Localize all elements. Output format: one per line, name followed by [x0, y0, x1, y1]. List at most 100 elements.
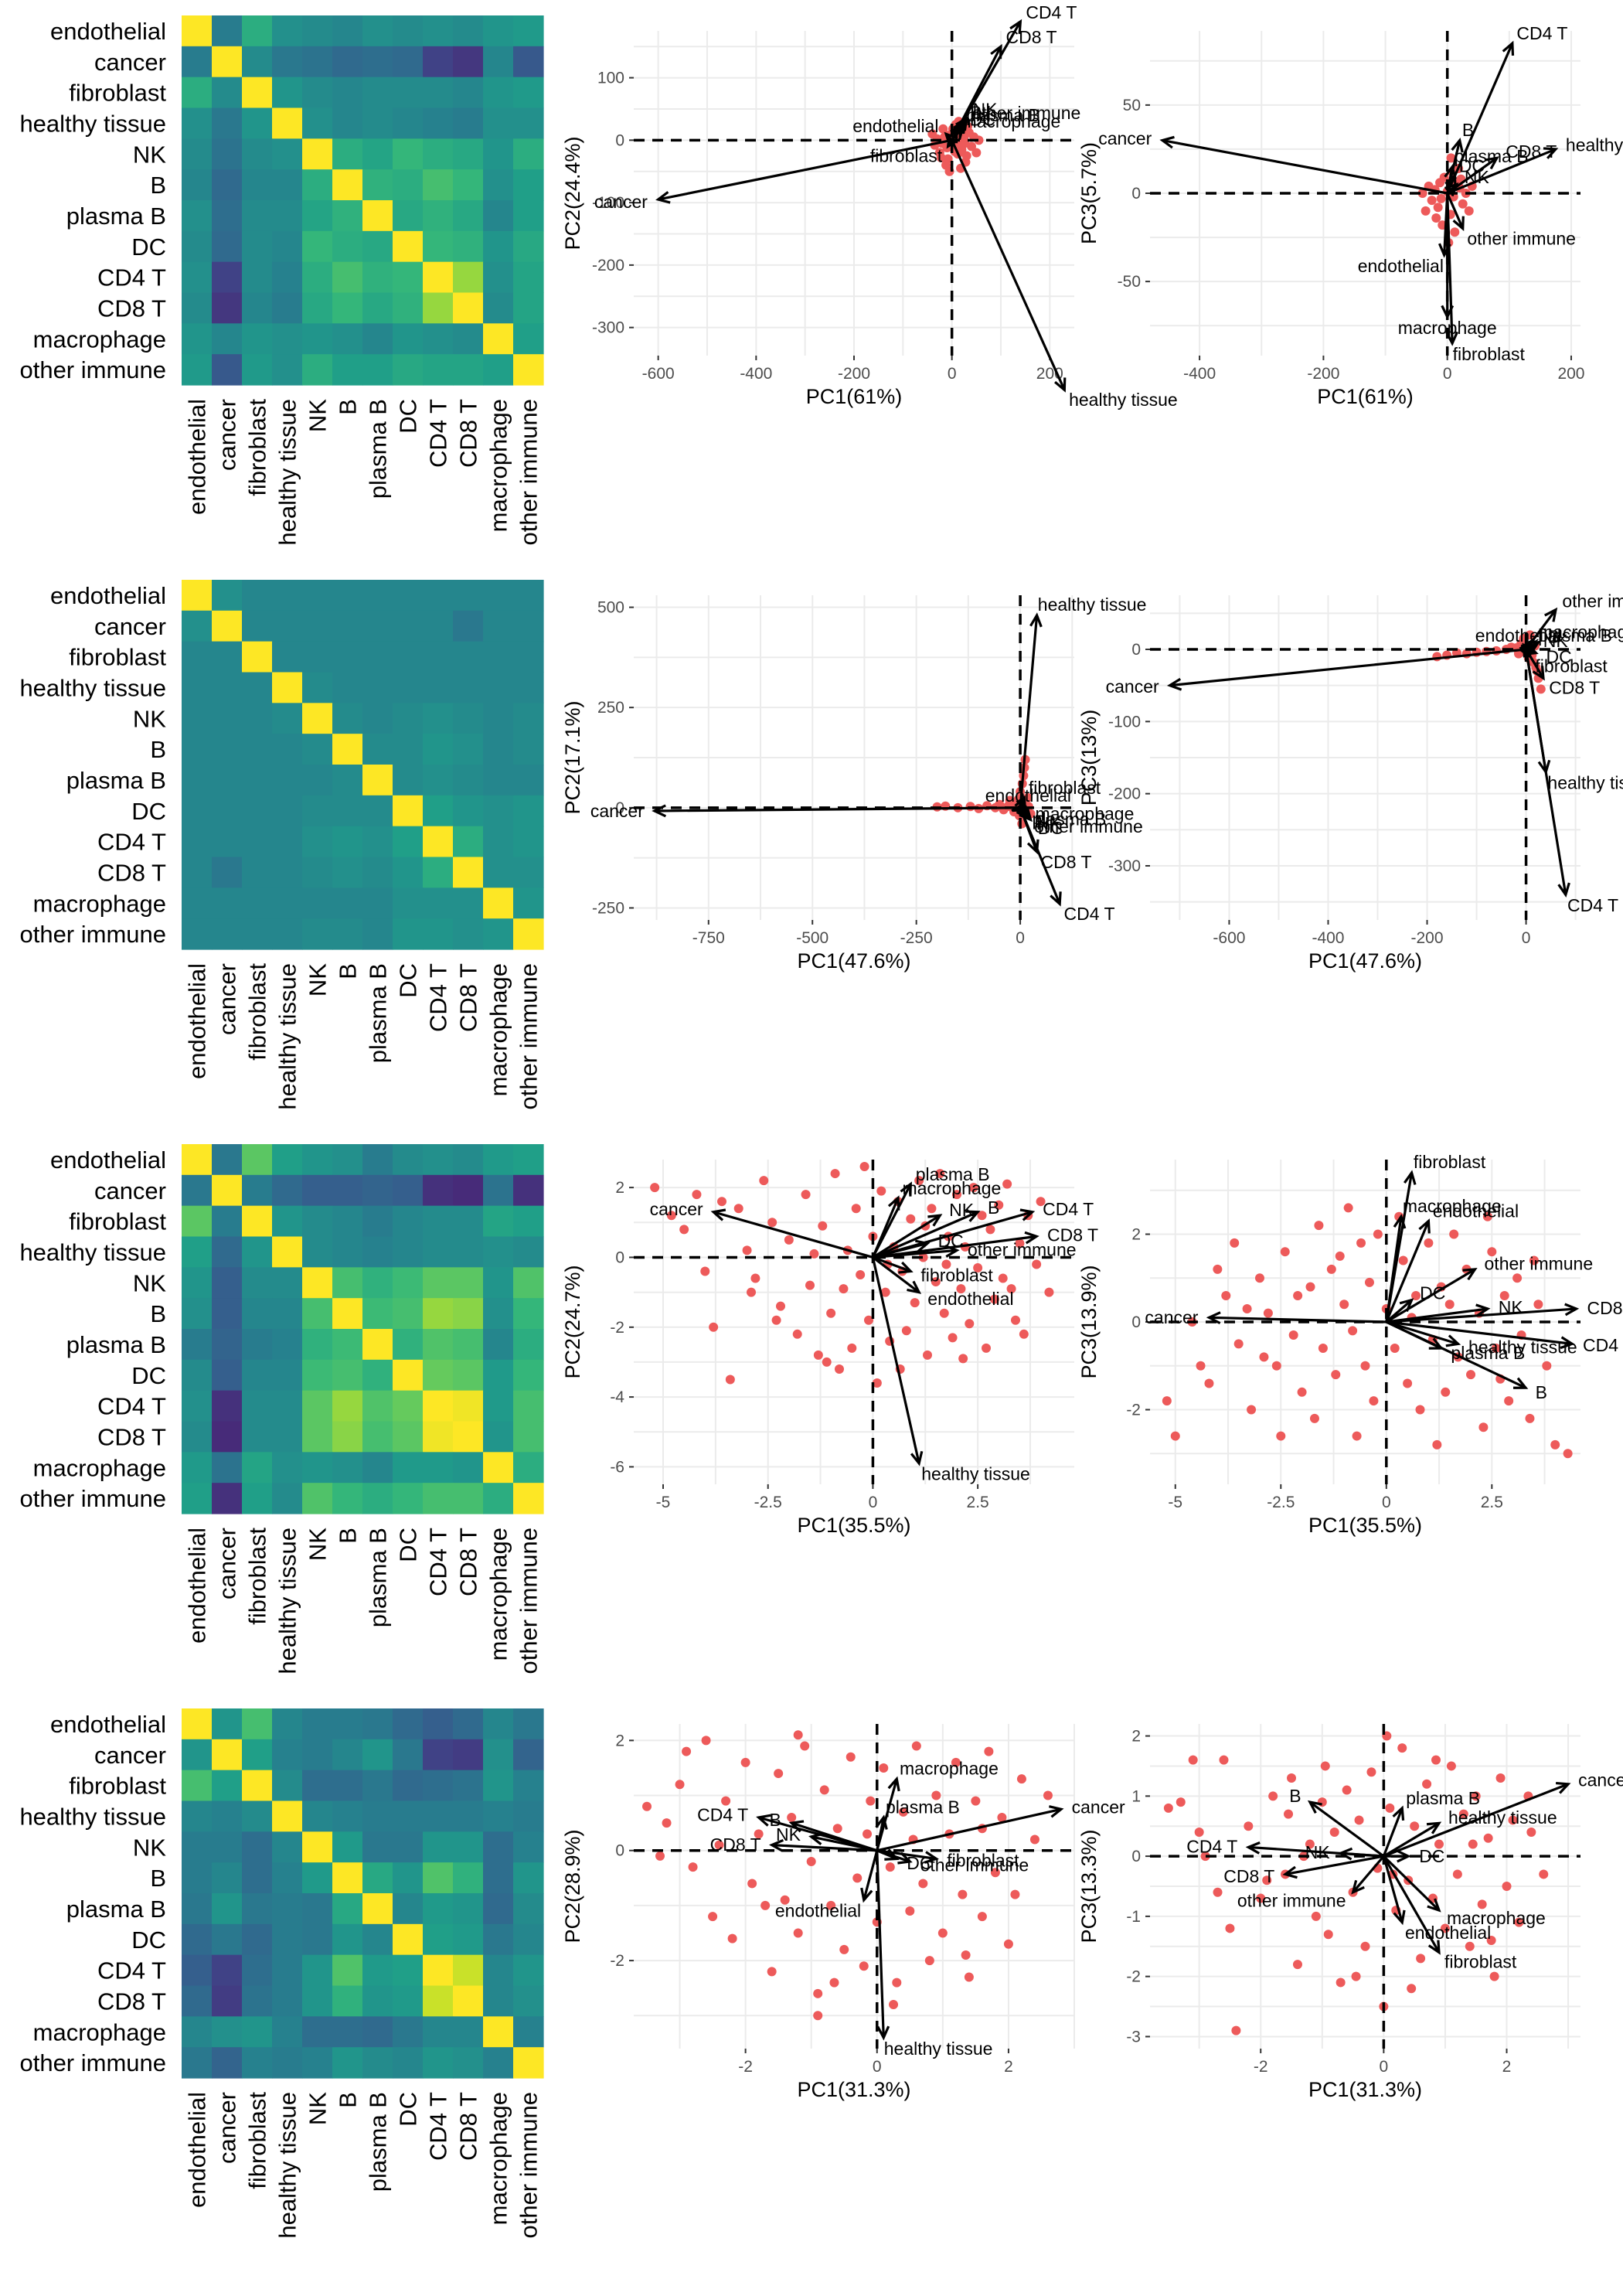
- column-label: DC: [395, 963, 422, 998]
- arrow-head: [1245, 1841, 1261, 1855]
- heatmap-cell: [212, 261, 243, 294]
- heatmap-cell: [242, 610, 273, 642]
- heatmap-cell: [423, 887, 454, 919]
- data-point: [1335, 1251, 1345, 1261]
- loading-arrow: [1382, 1855, 1441, 1954]
- heatmap-cell: [362, 672, 393, 703]
- column-label: endothelial: [184, 963, 211, 1079]
- heatmap-cell: [212, 169, 243, 201]
- heatmap-cell: [453, 1359, 484, 1392]
- data-point: [898, 1807, 908, 1817]
- arrow-label: healthy tissue: [884, 2039, 993, 2059]
- heatmap-cell: [513, 703, 544, 734]
- arrow-label: cancer: [650, 1199, 703, 1219]
- heatmap-cell: [483, 1205, 514, 1238]
- heatmap-cell: [242, 1862, 273, 1894]
- y-tick-label: -6: [610, 1458, 624, 1476]
- data-point: [1356, 1238, 1366, 1248]
- heatmap-cell: [332, 1923, 363, 1956]
- row-label: NK: [133, 705, 166, 732]
- data-point: [958, 1889, 968, 1899]
- y-tick-label: -1: [1126, 1908, 1141, 1926]
- heatmap-cell: [483, 1421, 514, 1453]
- data-point: [1271, 1361, 1281, 1371]
- data-point: [1343, 1203, 1353, 1213]
- heatmap-cell: [212, 77, 243, 109]
- arrow-head: [1393, 1214, 1407, 1229]
- arrow-head: [1427, 1940, 1441, 1955]
- y-tick-label: 500: [597, 599, 624, 617]
- heatmap-cell: [483, 610, 514, 642]
- data-point: [1416, 1954, 1426, 1964]
- arrow-label: CD8 T: [1587, 1298, 1623, 1318]
- heatmap-cell: [182, 1862, 213, 1894]
- y-tick-label: -2: [610, 1319, 624, 1337]
- data-point: [846, 1752, 856, 1762]
- loading-arrow: [872, 1211, 978, 1259]
- x-axis-title: PC1(61%): [1317, 385, 1414, 408]
- heatmap-cell: [393, 1452, 424, 1484]
- heatmap-cell: [513, 107, 544, 139]
- loading-arrow: [1386, 1307, 1577, 1323]
- heatmap-cell: [302, 200, 333, 232]
- row-label: cancer: [94, 1177, 166, 1204]
- x-tick-label: 0: [1443, 365, 1452, 383]
- loading-arrow: [1340, 1851, 1384, 1858]
- column-label: other immune: [515, 1528, 543, 1674]
- heatmap-cell: [362, 1708, 393, 1740]
- data-point: [1335, 1977, 1346, 1988]
- data-point: [951, 1757, 961, 1767]
- data-point: [1431, 1755, 1441, 1765]
- arrow-head: [1502, 40, 1515, 56]
- heatmap-cell: [483, 107, 514, 139]
- heatmap-cell: [332, 1390, 363, 1422]
- row-label: cancer: [94, 1742, 166, 1769]
- column-label: healthy tissue: [274, 2092, 301, 2239]
- data-point: [1003, 1939, 1013, 1949]
- data-point: [813, 2011, 823, 2021]
- y-tick-label: 0: [615, 1842, 624, 1860]
- y-tick-label: -4: [610, 1388, 624, 1406]
- row-label: other immune: [19, 1485, 166, 1512]
- data-point: [1504, 1396, 1514, 1406]
- column-label: CD8 T: [455, 963, 482, 1032]
- data-point: [1525, 630, 1535, 640]
- arrow-head: [652, 804, 667, 818]
- data-point: [880, 1287, 890, 1297]
- data-point: [1444, 1300, 1455, 1310]
- heatmap-cell: [453, 1893, 484, 1925]
- heatmap-cell: [332, 1739, 363, 1771]
- data-point: [931, 1277, 941, 1287]
- heatmap-cell: [362, 1390, 393, 1422]
- data-point: [666, 1211, 676, 1221]
- heatmap-cell: [423, 200, 454, 232]
- arrow-label: cancer: [1072, 1797, 1125, 1817]
- heatmap-cell: [332, 1483, 363, 1514]
- heatmap-cell: [483, 1831, 514, 1863]
- heatmap-cell: [393, 261, 424, 294]
- data-point: [792, 1329, 802, 1339]
- heatmap-cell: [423, 1452, 454, 1484]
- heatmap-cell: [302, 1359, 333, 1392]
- arrow-label: macrophage: [1447, 1908, 1546, 1928]
- arrow-label: healthy tissue: [1038, 594, 1147, 615]
- heatmap-cell: [513, 77, 544, 109]
- heatmap-cell: [393, 1483, 424, 1514]
- arrow-label: fibroblast: [870, 145, 943, 165]
- heatmap-cell: [483, 1483, 514, 1514]
- arrow-label: endothelial: [927, 1289, 1013, 1309]
- heatmap-cell: [513, 323, 544, 355]
- heatmap-cell: [513, 1739, 544, 1771]
- heatmap-cell: [393, 610, 424, 642]
- heatmap-cell: [242, 826, 273, 858]
- heatmap-cell: [182, 46, 213, 78]
- heatmap-cell: [483, 1298, 514, 1330]
- heatmap-cell: [393, 354, 424, 386]
- data-point: [924, 1956, 934, 1966]
- heatmap-cell: [483, 1236, 514, 1268]
- row-label: cancer: [94, 49, 166, 76]
- arrow-label: NK: [776, 1824, 801, 1845]
- heatmap-cell: [453, 1329, 484, 1361]
- loading-arrow: [876, 1807, 1062, 1852]
- heatmap-cell: [182, 261, 213, 294]
